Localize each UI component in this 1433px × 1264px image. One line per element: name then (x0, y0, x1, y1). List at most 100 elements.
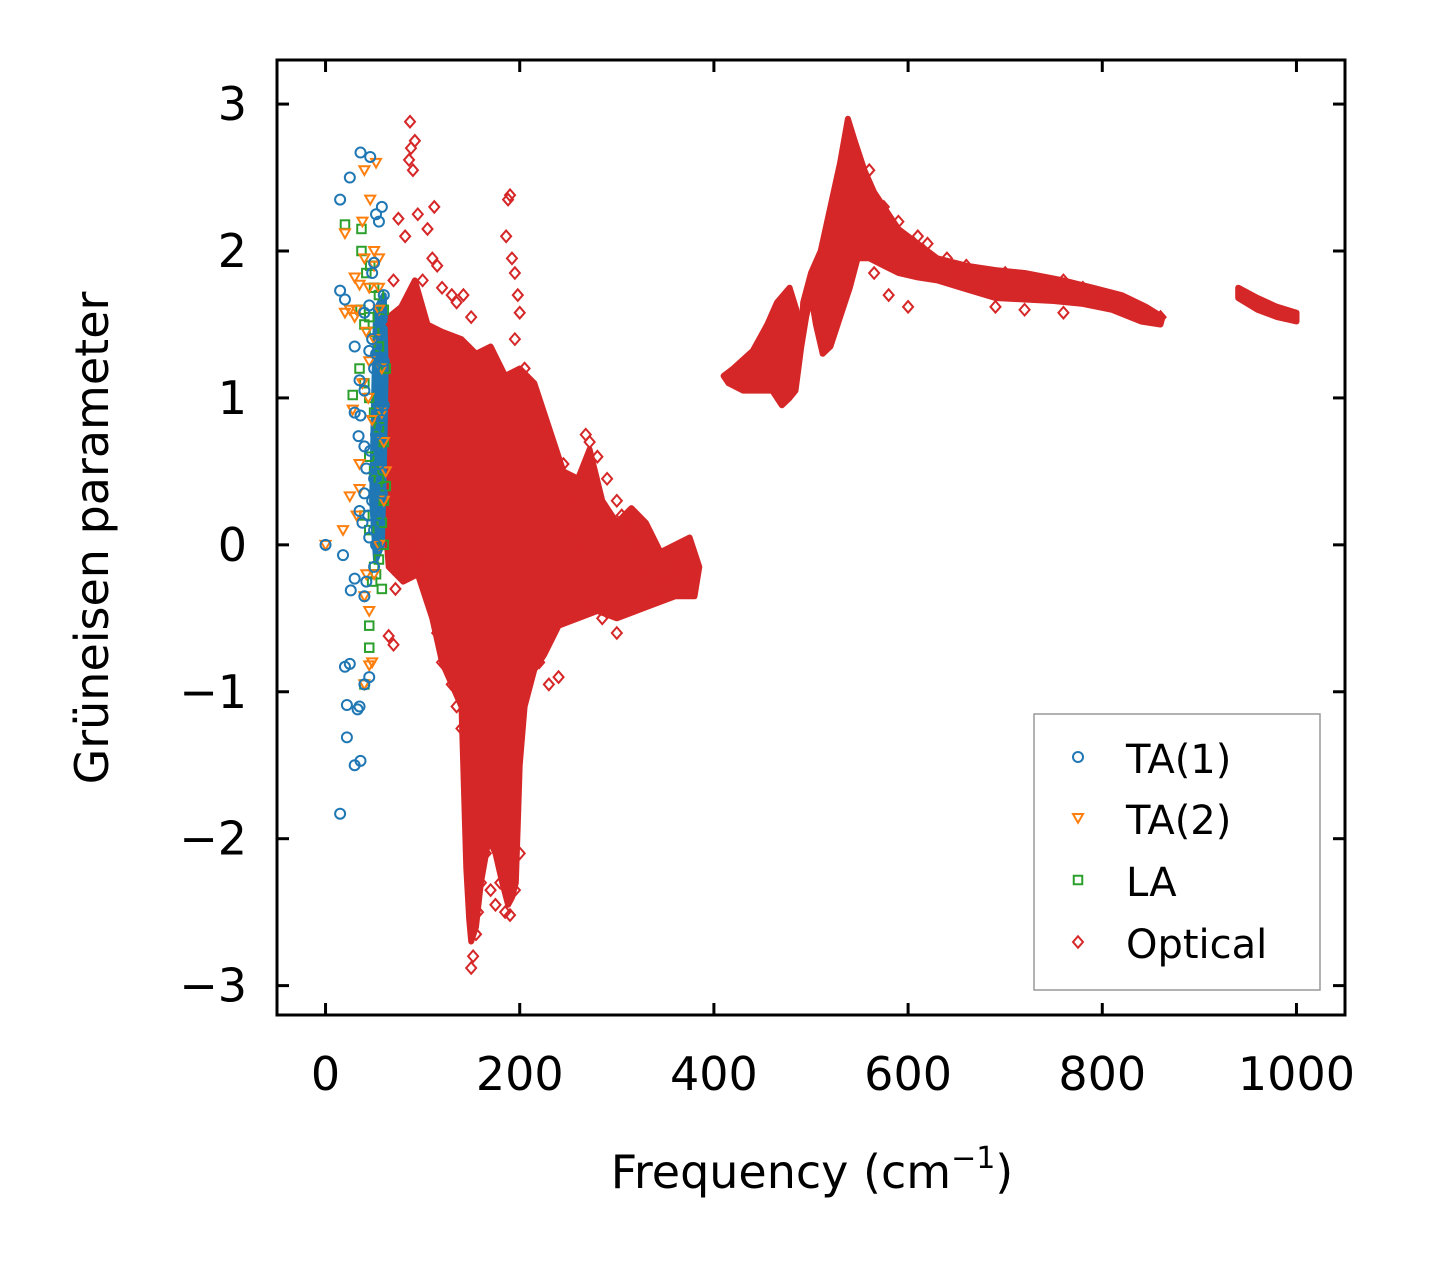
x-tick-label: 800 (1058, 1047, 1146, 1101)
data-point (600, 471, 614, 487)
data-point (979, 276, 993, 291)
data-point (363, 344, 376, 357)
legend-label-la: LA (1126, 860, 1177, 906)
data-point (339, 219, 351, 230)
data-point (552, 669, 565, 685)
data-point (421, 221, 434, 237)
data-point (513, 305, 527, 320)
data-point (364, 150, 377, 163)
data-point (375, 487, 388, 500)
data-point (450, 295, 463, 310)
data-point (373, 473, 385, 484)
data-point (348, 406, 361, 419)
data-point (373, 391, 386, 404)
data-point (471, 904, 485, 920)
data-point (347, 389, 358, 401)
data-point (426, 588, 439, 604)
data-point (365, 414, 379, 427)
data-point (877, 199, 891, 215)
dense-region (380, 277, 703, 945)
data-point (591, 449, 604, 464)
data-point (367, 260, 381, 273)
data-point (387, 273, 400, 288)
x-tick-label: 600 (864, 1047, 952, 1101)
data-point (396, 566, 410, 582)
data-point (489, 897, 502, 913)
data-point (363, 671, 376, 684)
data-point (457, 287, 470, 303)
data-point (362, 282, 376, 295)
data-point (358, 590, 371, 603)
data-point (464, 309, 478, 325)
data-point (354, 409, 367, 422)
dense-region (1235, 284, 1300, 325)
data-point (581, 596, 595, 611)
data-point (354, 146, 367, 159)
data-point (343, 304, 357, 317)
data-point (501, 192, 515, 207)
data-point (505, 251, 519, 266)
data-point (678, 544, 692, 560)
y-tick-label: −2 (179, 812, 247, 866)
data-point (610, 493, 624, 509)
data-point (347, 272, 362, 285)
data-point (435, 655, 449, 670)
legend-label-ta1: TA(1) (1125, 737, 1231, 783)
data-point (503, 907, 517, 923)
data-point (1057, 273, 1070, 288)
data-point (649, 588, 662, 604)
plot-frame (275, 58, 1347, 1017)
optical-dense-regions (369, 115, 1300, 945)
data-point (357, 253, 372, 266)
data-point (319, 538, 332, 551)
data-point (372, 458, 385, 471)
data-point (334, 193, 347, 206)
data-point (352, 430, 365, 443)
legend-marker (1071, 813, 1085, 825)
data-point (343, 171, 356, 184)
data-point (340, 698, 353, 711)
data-point (610, 625, 624, 641)
data-point (343, 491, 357, 504)
data-point (416, 273, 429, 288)
data-point (659, 574, 672, 589)
data-point (370, 428, 383, 441)
data-point (372, 282, 386, 295)
data-point (911, 229, 925, 244)
data-point (379, 466, 393, 479)
data-point (363, 299, 376, 312)
data-point (398, 229, 412, 244)
y-tick-label: 3 (218, 77, 247, 131)
data-point (406, 162, 420, 178)
data-point (620, 522, 633, 538)
data-point (460, 706, 473, 722)
legend: TA(1) TA(2) LA Optical (1033, 713, 1321, 991)
data-point (862, 162, 876, 178)
data-point (365, 657, 379, 670)
data-point (372, 304, 386, 317)
data-point (1076, 280, 1090, 296)
data-point (464, 960, 478, 976)
data-point (375, 311, 388, 324)
data-point (334, 284, 347, 297)
y-axis-label: Grüneisen parameter (65, 291, 119, 784)
data-point (359, 569, 374, 581)
data-point (921, 236, 934, 251)
data-point (372, 215, 385, 228)
data-point (1154, 309, 1167, 325)
data-point (389, 346, 402, 362)
data-point (375, 413, 388, 426)
data-point (355, 216, 370, 229)
data-point (1134, 302, 1148, 318)
data-point (668, 559, 682, 575)
data-point (358, 384, 371, 397)
data-point (372, 325, 385, 338)
data-point (370, 347, 383, 360)
data-point (595, 611, 609, 626)
legend-marker (1072, 751, 1084, 763)
data-point (508, 331, 522, 347)
data-point (367, 569, 381, 581)
data-point (363, 642, 375, 653)
data-point (368, 560, 381, 573)
y-tick-label: −1 (179, 665, 247, 719)
